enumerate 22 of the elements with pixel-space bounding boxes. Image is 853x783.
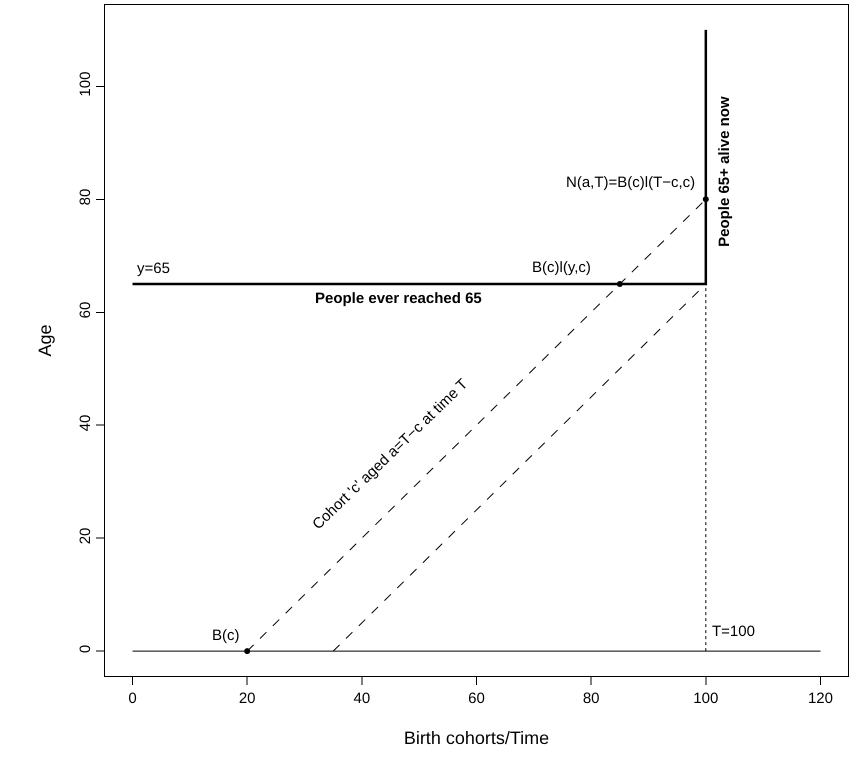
annotation: People ever reached 65 <box>315 290 482 307</box>
y-tick-label: 20 <box>77 528 94 544</box>
x-tick-label: 40 <box>353 690 370 707</box>
y-tick-label: 60 <box>77 302 94 318</box>
y-tick-label: 80 <box>77 188 94 206</box>
annotation: y=65 <box>137 260 170 277</box>
x-tick-label: 20 <box>238 690 256 707</box>
x-tick-label: 60 <box>468 690 485 707</box>
y-tick-label: 40 <box>77 414 94 432</box>
annotation: B(c)l(y,c) <box>532 259 591 276</box>
x-tick-label: 80 <box>582 690 600 707</box>
x-tick-label: 100 <box>693 690 718 707</box>
y-tick-label: 100 <box>77 72 94 97</box>
annotation: B(c) <box>212 627 240 644</box>
annotation: N(a,T)=B(c)l(T−c,c) <box>566 174 696 191</box>
annotation: T=100 <box>712 623 755 640</box>
y-tick-label: 0 <box>77 644 94 654</box>
annotation: People 65+ alive now <box>716 96 733 247</box>
x-tick-label: 120 <box>808 690 833 707</box>
y-axis-title: Age <box>35 324 56 357</box>
x-tick-label: 0 <box>128 690 137 707</box>
x-axis-title: Birth cohorts/Time <box>404 728 550 748</box>
